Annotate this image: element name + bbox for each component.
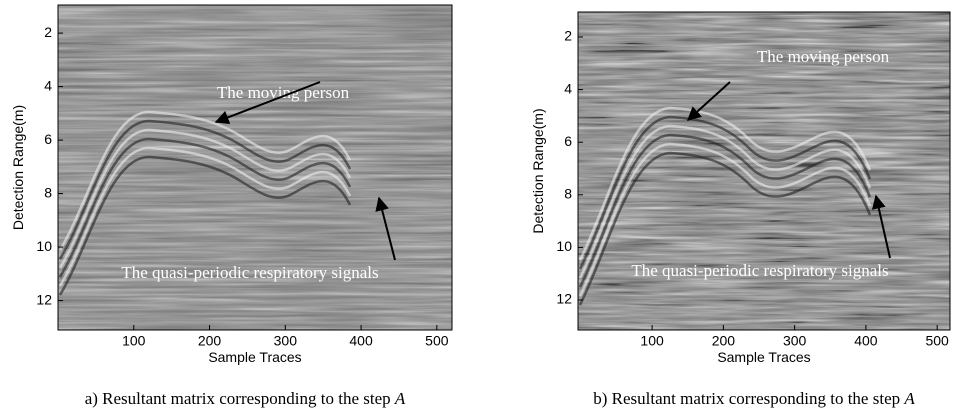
caption-step: A <box>394 389 406 408</box>
signal-trace <box>578 106 872 261</box>
signal-trace <box>578 142 872 297</box>
x-tick-label: 200 <box>712 333 736 349</box>
caption-text: a) Resultant matrix corresponding to the… <box>85 389 395 408</box>
y-axis-label: Detection Range(m) <box>10 105 26 230</box>
y-tick-label: 2 <box>564 28 572 44</box>
signal-trace <box>578 115 872 270</box>
annotation-arrow <box>375 196 396 261</box>
annotation-arrow <box>686 81 731 121</box>
y-axis-label: Detection Range(m) <box>530 108 546 233</box>
y-tick-label: 8 <box>44 184 52 200</box>
plot-frame <box>577 11 951 331</box>
radar-image <box>578 12 950 330</box>
x-axis-label: Sample Traces <box>717 349 810 365</box>
y-tick-label: 4 <box>564 80 572 96</box>
x-tick-label: 400 <box>349 333 373 349</box>
signal-trace <box>58 146 352 287</box>
signal-trace <box>58 119 352 260</box>
x-tick-label: 100 <box>122 333 146 349</box>
y-tick-label: 10 <box>36 238 52 254</box>
signal-trace <box>58 128 352 269</box>
y-tick-label: 8 <box>564 186 572 202</box>
x-axis-label: Sample Traces <box>208 349 301 365</box>
x-tick-label: 300 <box>783 333 807 349</box>
signal-trace <box>58 137 352 278</box>
signal-trace <box>578 124 872 279</box>
x-tick-label: 200 <box>198 333 222 349</box>
y-tick-label: 10 <box>556 238 572 254</box>
annotation-arrow <box>871 194 891 259</box>
y-tick-label: 4 <box>44 77 52 93</box>
plot-frame <box>57 4 453 331</box>
signal-trace <box>578 151 872 306</box>
signal-trace <box>578 133 872 288</box>
x-tick-label: 400 <box>854 333 878 349</box>
signal-trace <box>58 110 352 251</box>
caption: b) Resultant matrix corresponding to the… <box>593 389 915 408</box>
annotation-arrow <box>214 81 321 125</box>
annotation: The quasi-periodic respiratory signals <box>121 263 378 282</box>
caption-text: b) Resultant matrix corresponding to the… <box>593 389 904 408</box>
caption: a) Resultant matrix corresponding to the… <box>85 389 406 408</box>
caption-step: A <box>903 389 915 408</box>
annotation: The moving person <box>757 47 890 66</box>
y-tick-label: 12 <box>556 291 572 307</box>
y-tick-label: 2 <box>44 24 52 40</box>
signal-trace <box>58 155 352 296</box>
x-tick-label: 500 <box>925 333 949 349</box>
y-tick-label: 6 <box>564 133 572 149</box>
x-tick-label: 500 <box>425 333 449 349</box>
x-tick-label: 100 <box>640 333 664 349</box>
annotation: The moving person <box>217 83 350 102</box>
x-tick-label: 300 <box>274 333 298 349</box>
radar-image <box>58 5 452 330</box>
y-tick-label: 12 <box>36 291 52 307</box>
annotation: The quasi-periodic respiratory signals <box>631 261 888 280</box>
y-tick-label: 6 <box>44 131 52 147</box>
